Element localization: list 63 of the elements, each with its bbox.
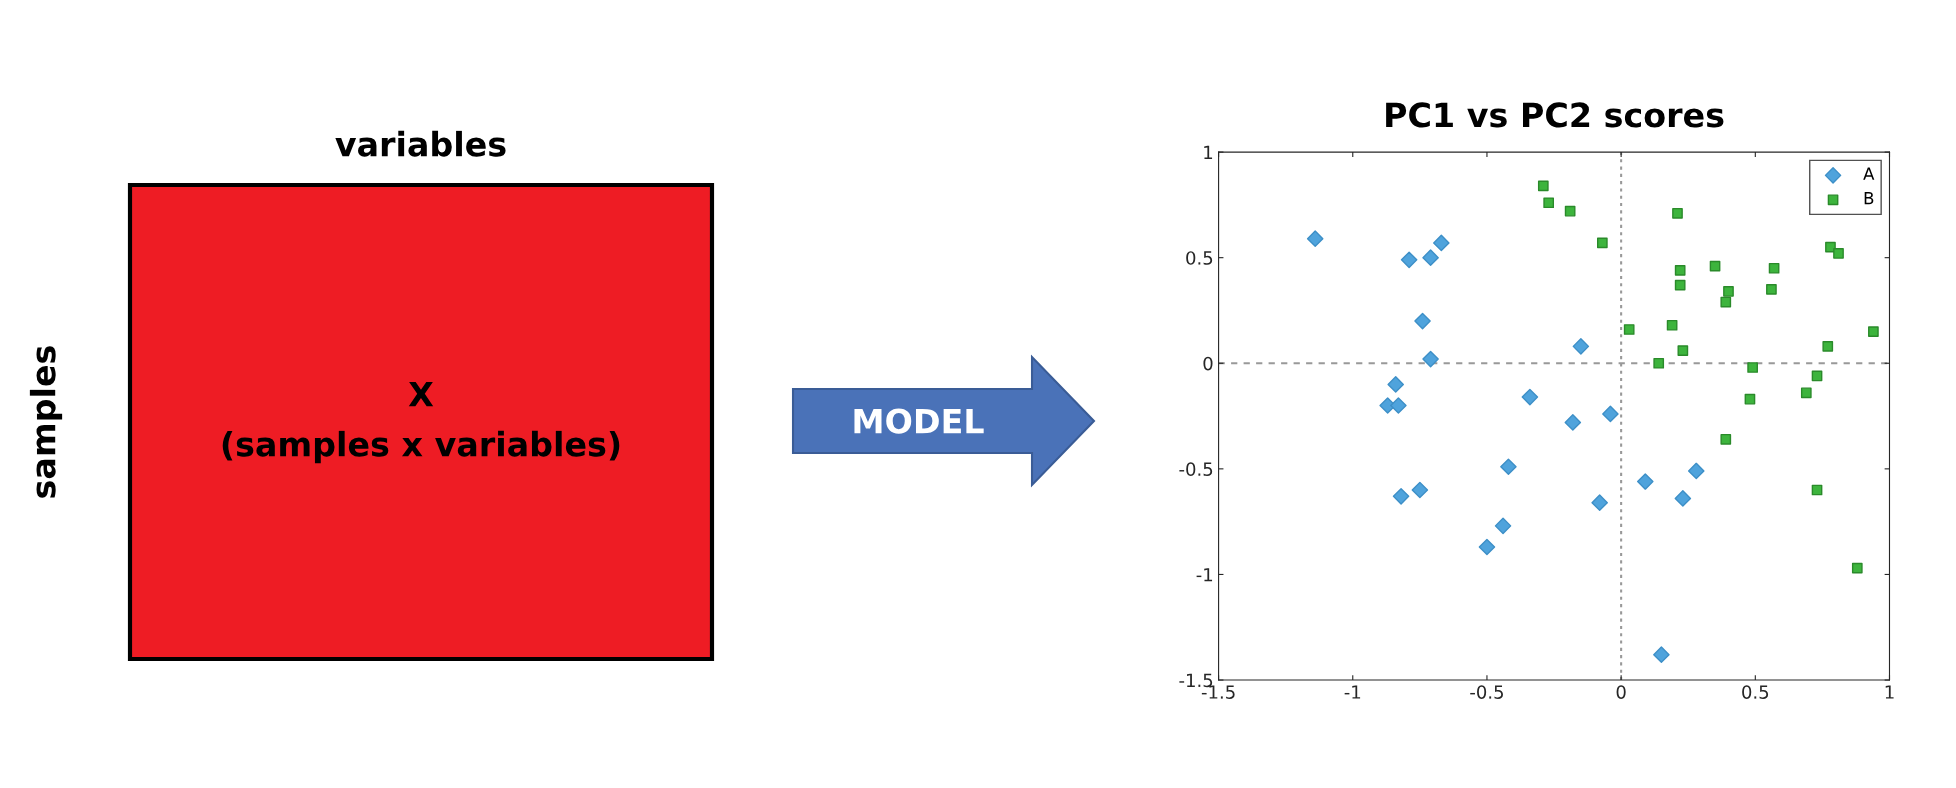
text: samples [29, 346, 63, 498]
point [1636, 473, 1654, 490]
point [1851, 562, 1863, 574]
y-tick-label: -1 [1196, 568, 1213, 582]
point [1653, 357, 1665, 369]
text: (samples x variables) [222, 430, 620, 464]
x-tick-label: -0.5 [1470, 685, 1503, 699]
point [1687, 462, 1705, 480]
point [1822, 341, 1834, 352]
point [1387, 376, 1405, 393]
x-tick-label: 0.5 [1742, 685, 1769, 699]
point [1747, 362, 1758, 373]
point [1766, 284, 1777, 295]
point [1596, 237, 1608, 249]
point [1602, 405, 1619, 423]
point [1623, 324, 1635, 335]
point [1400, 251, 1418, 269]
point [1564, 414, 1582, 431]
y-tick-label: 0 [1203, 356, 1213, 371]
point [1433, 234, 1450, 252]
point [1564, 205, 1576, 217]
x-tick-label: 1 [1885, 685, 1894, 699]
point [1674, 264, 1686, 276]
point [1674, 279, 1686, 291]
point [1720, 433, 1732, 445]
point [1521, 388, 1539, 406]
point [1653, 646, 1670, 664]
point [1677, 345, 1689, 356]
point [1390, 397, 1407, 414]
point [1494, 517, 1512, 535]
text: X [408, 381, 434, 407]
point [1422, 249, 1439, 266]
point [1720, 296, 1732, 308]
y-tick-label: 1 [1204, 145, 1213, 159]
y-tick-label: 0.5 [1186, 251, 1213, 265]
x-tick-label: -1 [1344, 685, 1361, 699]
x-tick-label: 0 [1616, 685, 1626, 699]
point [1392, 488, 1410, 505]
point [1411, 481, 1429, 499]
legend-label: B [1864, 192, 1874, 205]
point [1414, 312, 1431, 330]
point [1537, 180, 1549, 192]
point [1478, 538, 1496, 556]
point [1833, 248, 1844, 259]
text: MODEL [854, 408, 984, 434]
point [1666, 319, 1678, 331]
point [1672, 207, 1683, 219]
point [1723, 286, 1734, 297]
y-tick-label: -0.5 [1179, 462, 1213, 476]
point [1306, 230, 1324, 247]
point [1500, 458, 1517, 476]
legend-label: A [1863, 167, 1875, 180]
point [1572, 338, 1590, 355]
point [1800, 387, 1812, 399]
point [1744, 393, 1756, 405]
point [1543, 197, 1555, 209]
point [1674, 490, 1692, 507]
text: variables [335, 130, 506, 157]
point [1591, 494, 1608, 511]
point [1868, 326, 1879, 337]
point [1768, 262, 1780, 274]
point [1422, 350, 1439, 368]
chart-title: PC1 vs PC2 scores [1386, 102, 1724, 128]
